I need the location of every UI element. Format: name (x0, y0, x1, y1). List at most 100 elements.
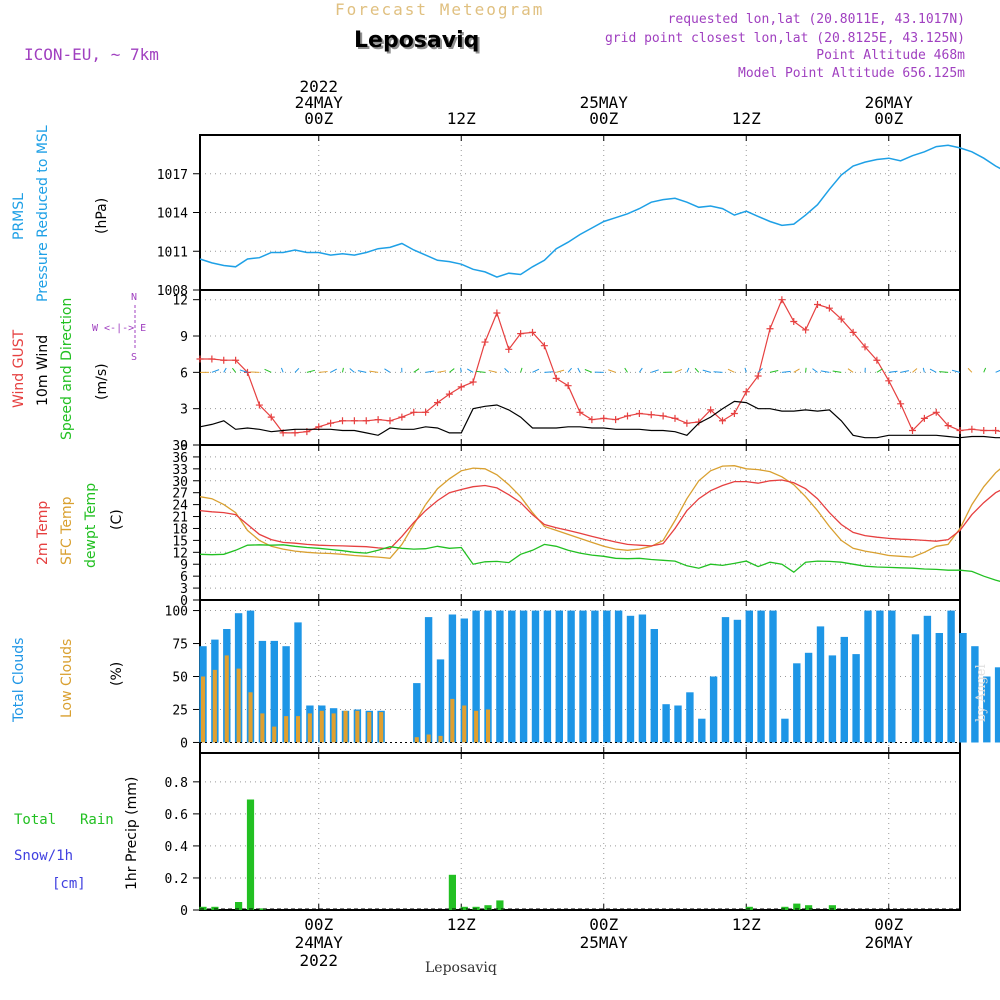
wind-direction-arrow (384, 368, 391, 373)
wind-direction-arrow (369, 370, 379, 373)
wind-gust-point (766, 325, 774, 333)
low-clouds-bar (367, 712, 372, 743)
y-tick-label: 1017 (157, 168, 188, 183)
wind-gust-point (481, 338, 489, 346)
wind-direction-arrow (820, 370, 830, 373)
wind-direction-arrow (995, 369, 1000, 373)
y-tick-label: 39 (172, 439, 188, 454)
total-clouds-bar (270, 640, 278, 743)
temp-2m-label: 2m Temp (35, 501, 51, 565)
wind-direction-arrow (702, 369, 711, 373)
wind-direction-arrow (638, 367, 643, 373)
wind-gust-point (208, 355, 216, 363)
wind-direction-arrow (876, 368, 883, 373)
wind-direction-arrow (460, 367, 462, 373)
y-tick-label: 0.8 (165, 776, 188, 791)
wind-direction-arrow (713, 371, 723, 373)
low-clouds-bar (474, 710, 479, 743)
wind-gust-point (920, 414, 928, 422)
wind-direction-arrow (686, 367, 690, 373)
wind-gust-point (612, 416, 620, 424)
wind-labels: Wind GUST 10m Wind Speed and Direction (… (11, 292, 146, 440)
rain-bar (235, 902, 243, 910)
wind-direction-arrow (544, 371, 554, 373)
wind-direction-arrow (922, 367, 925, 373)
wind-direction-arrow (239, 369, 248, 373)
total-clouds-bar (674, 705, 682, 743)
rain-bar (745, 906, 753, 910)
rain-bar (460, 906, 468, 910)
wind-gust-point (956, 426, 964, 434)
wind-gust-point (837, 315, 845, 323)
pressure-panel: 1008 1011 1014 1017 (157, 134, 1000, 299)
wind-direction-arrow (769, 370, 779, 373)
wind-panel: 0 3 6 9 12 (172, 289, 1000, 454)
wind-gust-point (659, 412, 667, 420)
wind-gust-point (469, 378, 477, 386)
rain-bar (496, 900, 504, 910)
total-clouds-bar (519, 610, 528, 743)
low-clouds-bar (343, 710, 348, 743)
y-tick-label: 12 (172, 294, 188, 309)
wind-direction-arrow (757, 368, 763, 373)
wind-gust-point (849, 328, 857, 336)
wind-direction-arrow (413, 368, 420, 373)
total-clouds-bar (876, 610, 884, 743)
total-clouds-bar (709, 676, 718, 743)
wind-direction-arrow (437, 370, 447, 373)
total-clouds-bar (603, 610, 611, 743)
wind-direction-arrow (488, 369, 497, 373)
wind-gust-point (778, 296, 786, 304)
wind-direction-arrow (674, 368, 683, 373)
wind-direction-arrow (294, 367, 300, 373)
model-label: ICON-EU, ~ 7km (24, 45, 159, 64)
wind-gust-point (529, 328, 536, 336)
total-clouds-bar (543, 610, 552, 743)
rain-bar (793, 903, 801, 910)
wind-direction-arrow (318, 371, 328, 373)
y-tick-label: 0 (180, 594, 188, 609)
wind-direction-arrow (951, 369, 961, 373)
y-tick-label: 75 (172, 638, 188, 653)
wind-gust-label: Wind GUST (11, 329, 27, 408)
total-clouds-bar (935, 633, 943, 743)
total-clouds-bar (781, 718, 789, 743)
y-tick-label: 25 (172, 703, 188, 718)
y-tick-label: 27 (172, 487, 188, 502)
wind-gust-point (861, 343, 869, 351)
y-tick-label: 0 (180, 904, 188, 919)
wind-direction-arrow (449, 368, 455, 373)
wind-direction-arrow (223, 367, 227, 373)
bottom-axis-label: 00Z (589, 915, 618, 934)
bottom-axis-label: 24MAY (295, 933, 344, 952)
y-tick-label: 0 (180, 439, 188, 454)
total-clouds-bar (436, 659, 445, 743)
wind-gust-point (576, 408, 584, 416)
top-axis-label: 12Z (447, 109, 476, 128)
total-clouds-bar (496, 610, 504, 743)
y-tick-label: 6 (180, 366, 188, 381)
panel-frame (199, 444, 961, 601)
top-axis-label: 25MAY (580, 93, 629, 112)
panel-frame (199, 752, 961, 911)
wind-direction-arrow (912, 368, 918, 373)
wind-direction-arrow (357, 370, 367, 373)
low-clouds-bar (248, 692, 253, 743)
wind-gust-point (267, 413, 275, 421)
low-clouds-bar (319, 710, 324, 743)
total-clouds-bar (733, 619, 742, 743)
wind-gust-point (600, 414, 608, 422)
low-clouds-bar (224, 655, 229, 743)
panel-frame (199, 289, 961, 446)
wind-gust-point (244, 368, 251, 376)
wind-gust-point (968, 425, 976, 433)
dewpt-line (199, 543, 1000, 582)
wind-gust-point (339, 417, 346, 425)
grid-coords: grid point closest lon,lat (20.8125E, 43… (605, 31, 965, 46)
low-clouds-bar (296, 716, 301, 743)
total-clouds-bar (638, 614, 647, 743)
wind-direction-arrow (983, 367, 987, 373)
wind-10m-label: 10m Wind (35, 335, 51, 406)
